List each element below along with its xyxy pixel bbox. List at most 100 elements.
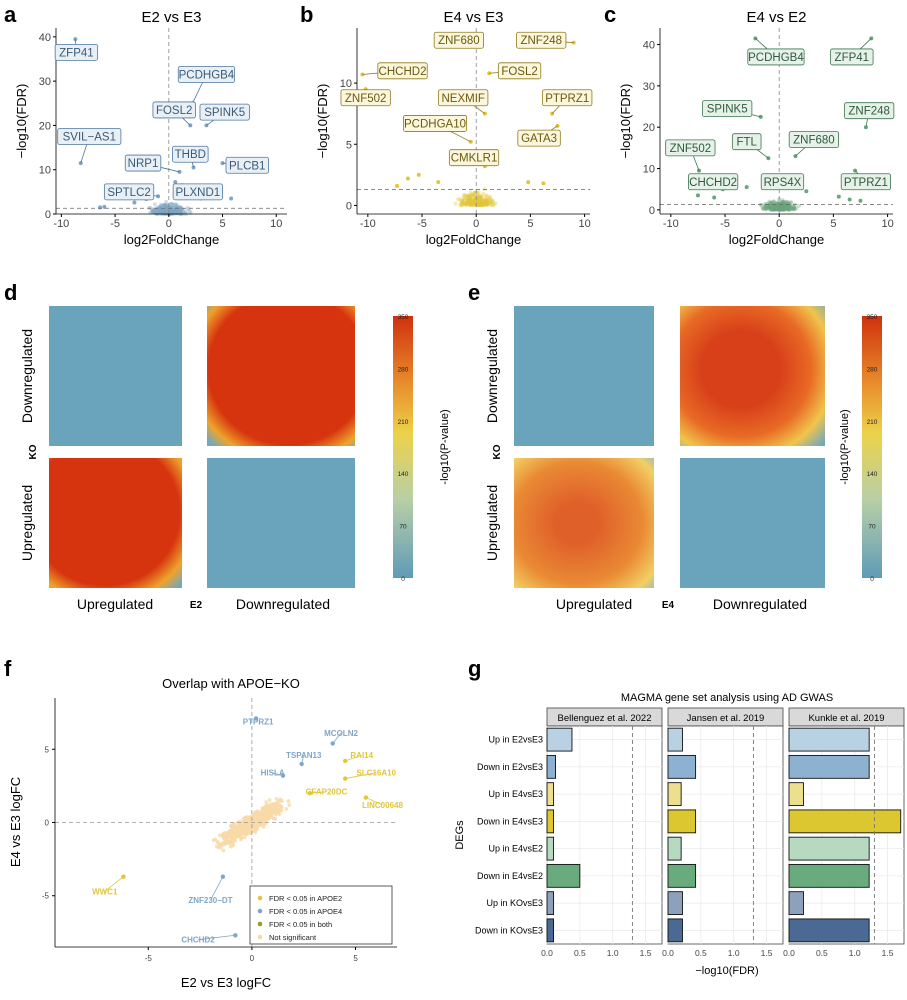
volcano-b-point <box>463 200 468 205</box>
volcano-b-point <box>485 202 490 207</box>
volcano-a-point <box>162 211 167 216</box>
volcano-c-point <box>769 206 774 211</box>
overlap-point <box>280 799 284 803</box>
volcano-c-label-box <box>731 133 762 151</box>
volcano-c-point <box>792 207 797 212</box>
volcano-c-point <box>768 201 773 206</box>
volcano-b-point <box>472 197 477 202</box>
volcano-c-point <box>744 185 749 190</box>
volcano-b-point <box>479 202 484 207</box>
volcano-b-point <box>477 201 482 206</box>
volcano-a-label-box <box>124 154 162 172</box>
overlap-gene-label: CHCHD2 <box>181 936 215 945</box>
volcano-c-point <box>785 204 790 209</box>
overlap-label-leader <box>197 934 236 941</box>
volcano-a-point <box>171 205 176 210</box>
volcano-c-point <box>780 198 785 203</box>
heatmap-d-colorbar <box>393 316 413 578</box>
volcano-c-point <box>760 205 765 210</box>
volcano-c-point <box>785 207 790 212</box>
volcano-b-point <box>476 202 481 207</box>
volcano-b-label-box <box>497 62 542 80</box>
volcano-a-point <box>157 209 162 214</box>
volcano-c-label-box <box>830 48 874 66</box>
volcano-c-point <box>780 200 785 205</box>
heatmap-d-x-axis: E2 <box>190 600 203 611</box>
volcano-a-point <box>165 205 170 210</box>
volcano-b-title: E4 vs E3 <box>443 9 503 26</box>
volcano-c-point <box>781 206 786 211</box>
volcano-b-point <box>481 199 486 204</box>
overlap-highlight-point <box>307 791 313 796</box>
magma-bar <box>788 782 804 807</box>
volcano-c-point <box>775 206 780 211</box>
volcano-c-point <box>781 205 786 210</box>
volcano-c-y-label: −log10(FDR) <box>618 84 633 159</box>
volcano-c-point <box>763 205 768 210</box>
volcano-c-label-box <box>788 131 839 149</box>
volcano-c-point <box>777 206 782 211</box>
volcano-c-point <box>768 203 773 208</box>
volcano-c-point <box>771 206 776 211</box>
volcano-b-point <box>458 203 463 208</box>
volcano-c-point <box>782 202 787 207</box>
volcano-a-x-label: log2FoldChange <box>124 232 219 247</box>
volcano-c-point <box>778 200 783 205</box>
volcano-c-point <box>764 206 769 211</box>
magma-bar-chart-g: MAGMA gene set analysis using AD GWAS Bel… <box>454 692 905 977</box>
volcano-b-label-box <box>377 62 428 80</box>
volcano-b-point <box>484 202 489 207</box>
volcano-a-point <box>169 201 174 206</box>
volcano-a-point <box>162 203 167 208</box>
volcano-c-point <box>787 204 792 209</box>
overlap-label-leader <box>345 772 377 779</box>
volcano-c-point <box>784 202 789 207</box>
volcano-c-point <box>786 207 791 212</box>
volcano-b-point <box>466 199 471 204</box>
volcano-c-point <box>778 207 783 212</box>
overlap-gene-label: CFAP20DC <box>306 788 348 797</box>
heatmap-e-colorbar-label: -log10(P-value) <box>839 409 851 484</box>
overlap-x-tick-label: 5 <box>353 954 358 963</box>
volcano-a-point <box>177 207 182 212</box>
volcano-c-point <box>775 206 780 211</box>
volcano-b-point <box>467 194 472 199</box>
volcano-b-point <box>395 183 400 188</box>
volcano-a-point <box>163 203 168 208</box>
heatmap-d-cell-up-up <box>49 458 182 588</box>
volcano-a-point <box>149 208 154 213</box>
volcano-c-point <box>763 203 768 208</box>
volcano-a-point <box>172 209 177 214</box>
volcano-c-point <box>782 205 787 210</box>
volcano-a-point <box>165 208 170 213</box>
magma-x-label: −log10(FDR) <box>695 965 758 977</box>
volcano-a-point <box>156 207 161 212</box>
magma-bar <box>667 863 697 888</box>
volcano-b-point <box>467 200 472 205</box>
volcano-b-point <box>483 199 488 204</box>
volcano-a-point <box>157 205 162 210</box>
volcano-a-point <box>175 209 180 214</box>
volcano-c-y-tick-label: 0 <box>649 205 655 217</box>
volcano-b-point <box>487 195 492 200</box>
volcano-a-point <box>185 205 190 210</box>
colorbar-tick-label: 280 <box>867 366 878 373</box>
volcano-c-point <box>783 206 788 211</box>
overlap-point <box>264 800 269 805</box>
volcano-a-y-label: −log10(FDR) <box>14 84 29 159</box>
volcano-a-point <box>158 204 163 209</box>
volcano-a-point <box>156 211 161 216</box>
volcano-b-point <box>476 198 481 203</box>
volcano-b-gene-label: ZNF680 <box>438 35 480 47</box>
volcano-b-x-tick-label: -5 <box>417 218 427 230</box>
volcano-b-point <box>475 198 480 203</box>
volcano-c-point <box>774 204 779 209</box>
volcano-c-point <box>775 204 780 209</box>
volcano-a-point <box>154 210 159 215</box>
overlap-x-tick-label: 0 <box>250 954 255 963</box>
volcano-c-point <box>712 195 717 200</box>
magma-x-tick-label: 1.5 <box>882 948 894 958</box>
volcano-c-point <box>770 205 775 210</box>
volcano-a-point <box>164 208 169 213</box>
volcano-c-point <box>774 206 779 211</box>
